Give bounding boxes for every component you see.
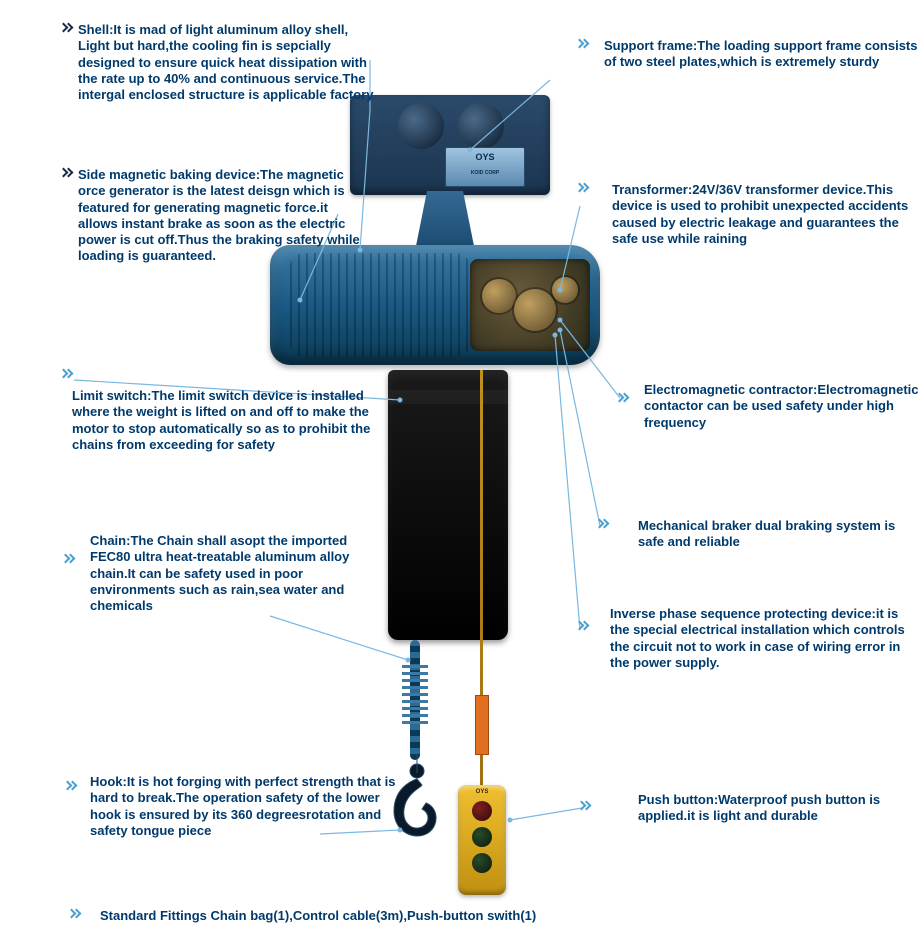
pendant-up-button [472, 827, 492, 847]
callout-text: Limit switch:The limit switch device is … [72, 388, 392, 453]
chevron-icon [60, 368, 70, 377]
chain-bag [388, 370, 508, 640]
callout-text: Support frame:The loading support frame … [604, 38, 920, 71]
callout-text: Hook:It is hot forging with perfect stre… [90, 774, 400, 839]
plate-sub: KOID CORP [450, 170, 520, 177]
chevron-icon [68, 908, 78, 917]
pendant-down-button [472, 853, 492, 873]
chevron-icon [576, 620, 586, 629]
callout-contactor: Electromagnetic contractor:Electromagnet… [644, 382, 920, 431]
trolley-wheel [458, 103, 504, 149]
chevron-icon [578, 800, 588, 809]
callout-chain: Chain:The Chain shall asopt the imported… [90, 533, 380, 614]
callout-transformer: Transformer:24V/36V transformer device.T… [612, 182, 920, 247]
callout-shell: Shell:It is mad of light aluminum alloy … [60, 22, 380, 103]
callout-mechbrake: Mechanical braker dual braking system is… [638, 518, 898, 551]
callout-text: Mechanical braker dual braking system is… [638, 518, 898, 551]
callout-text: Standard Fittings Chain bag(1),Control c… [100, 908, 536, 924]
cable-tag [475, 695, 489, 755]
callout-text: Side magnetic baking device:The magnetic… [78, 167, 360, 265]
chevron-icon [62, 553, 72, 562]
chevron-icon [576, 38, 586, 47]
name-plate: OYS KOID CORP [445, 147, 525, 187]
chain-spring [402, 665, 428, 725]
chevron-icon [576, 182, 586, 191]
callout-fittings: Standard Fittings Chain bag(1),Control c… [100, 908, 700, 924]
callout-text: Transformer:24V/36V transformer device.T… [612, 182, 920, 247]
callout-pushbutton: Push button:Waterproof push button is ap… [638, 792, 908, 825]
callout-text: Inverse phase sequence protecting device… [610, 606, 920, 671]
gear [552, 277, 578, 303]
pendant-stop-button [472, 801, 492, 821]
callout-text: Push button:Waterproof push button is ap… [638, 792, 908, 825]
chevron-icon [64, 780, 74, 789]
gear [514, 289, 556, 331]
chevron-icon [60, 22, 70, 31]
chevron-icon [596, 518, 606, 527]
gear [482, 279, 516, 313]
callout-hook: Hook:It is hot forging with perfect stre… [90, 774, 400, 839]
chevron-icon [60, 167, 70, 176]
callout-text: Electromagnetic contractor:Electromagnet… [644, 382, 920, 431]
cooling-fins [290, 253, 470, 357]
callout-text: Shell:It is mad of light aluminum alloy … [78, 22, 380, 103]
trolley-wheel [398, 103, 444, 149]
chevron-icon [616, 392, 626, 401]
plate-brand: OYS [450, 152, 520, 164]
pendant-brand: OYS [458, 789, 506, 795]
callout-phase: Inverse phase sequence protecting device… [610, 606, 920, 671]
gearbox-cutaway [470, 259, 590, 351]
callout-limit: Limit switch:The limit switch device is … [72, 388, 392, 453]
trolley: OYS KOID CORP [350, 95, 550, 195]
hanger-bracket [415, 191, 475, 251]
callout-frame: Support frame:The loading support frame … [604, 38, 920, 71]
pendant-control: OYS [458, 785, 506, 895]
callout-text: Chain:The Chain shall asopt the imported… [90, 533, 380, 614]
callout-brake: Side magnetic baking device:The magnetic… [60, 167, 360, 265]
